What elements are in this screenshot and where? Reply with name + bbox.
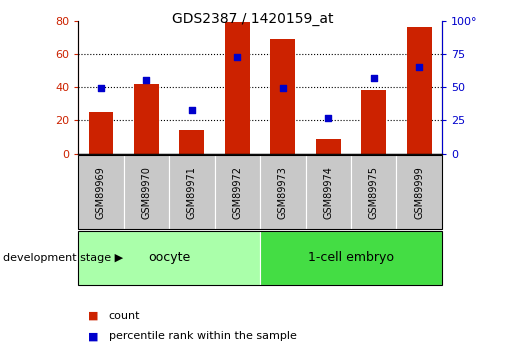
Bar	[270, 39, 295, 154]
Text: ■: ■	[88, 332, 99, 341]
Point	[415, 65, 423, 70]
Bar	[179, 130, 205, 154]
Text: GSM89975: GSM89975	[369, 166, 379, 219]
Bar	[316, 139, 341, 154]
Text: ■: ■	[88, 311, 99, 321]
Point	[233, 54, 241, 59]
Text: GSM89972: GSM89972	[232, 166, 242, 219]
Bar	[361, 90, 386, 154]
Bar	[407, 27, 432, 154]
Point	[142, 78, 150, 83]
Bar	[134, 84, 159, 154]
Point	[188, 107, 196, 112]
Bar	[225, 22, 250, 154]
Text: GSM89971: GSM89971	[187, 166, 197, 219]
Text: count: count	[109, 311, 140, 321]
Point	[279, 86, 287, 91]
Text: GSM89973: GSM89973	[278, 166, 288, 219]
Point	[324, 115, 332, 120]
Text: percentile rank within the sample: percentile rank within the sample	[109, 332, 296, 341]
Text: GSM89999: GSM89999	[414, 166, 424, 219]
Text: GSM89974: GSM89974	[323, 166, 333, 219]
Text: development stage ▶: development stage ▶	[3, 253, 123, 263]
Point	[97, 86, 105, 91]
Text: GDS2387 / 1420159_at: GDS2387 / 1420159_at	[172, 12, 333, 26]
Text: GSM89969: GSM89969	[96, 166, 106, 219]
Text: 1-cell embryo: 1-cell embryo	[308, 252, 394, 264]
Bar	[88, 112, 114, 154]
Point	[370, 75, 378, 81]
Text: GSM89970: GSM89970	[141, 166, 152, 219]
Text: oocyte: oocyte	[148, 252, 190, 264]
